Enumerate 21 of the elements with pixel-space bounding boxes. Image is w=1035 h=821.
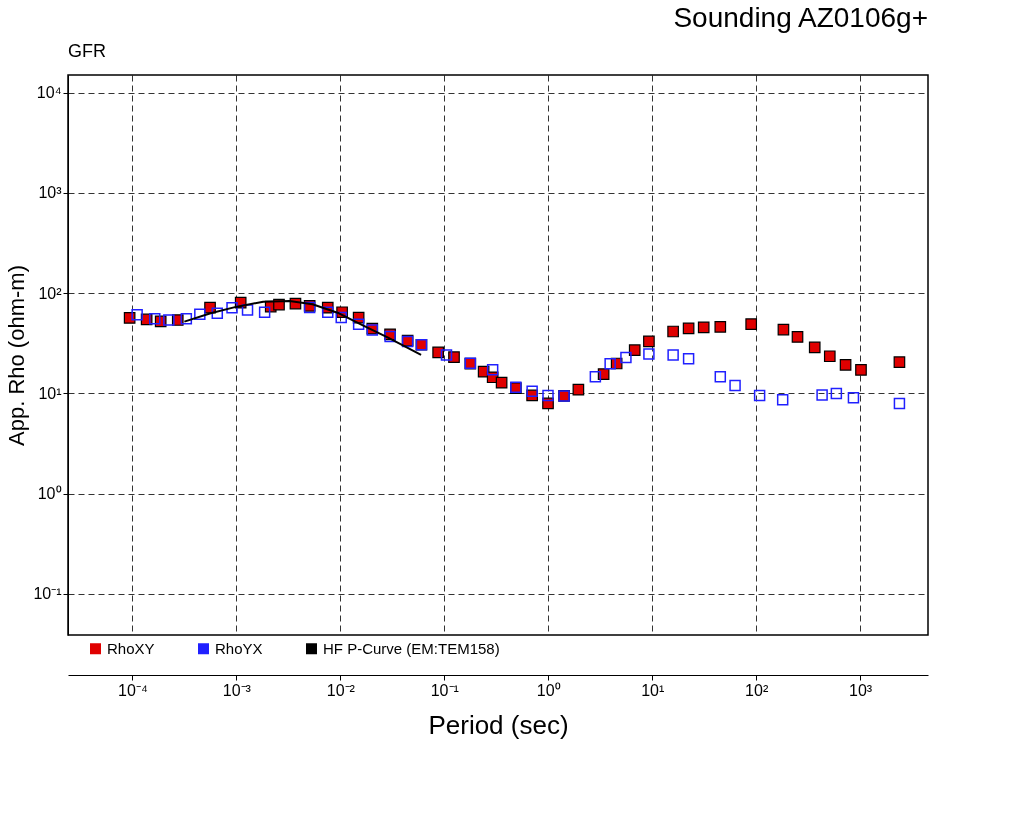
x-tick-label: 10⁰ — [536, 681, 561, 699]
x-tick-label: 10¹ — [641, 681, 665, 699]
x-tick-label: 10² — [745, 681, 769, 699]
x-tick-label: 10⁻¹ — [430, 681, 459, 699]
x-tick-label: 10⁻³ — [222, 681, 252, 699]
legend-label: HF P-Curve (EM:TEM158) — [323, 639, 500, 657]
y-tick-label: 10¹ — [38, 384, 62, 402]
x-tick-label: 10³ — [849, 681, 873, 699]
y-axis-title: App. Rho (ohm-m) — [4, 265, 30, 446]
text: GFR — [68, 41, 106, 61]
y-tick-label: 10³ — [38, 184, 63, 202]
chart-title: Sounding AZ0106g+ — [673, 2, 928, 33]
x-tick-label: 10⁻² — [326, 681, 356, 699]
y-tick-label: 10⁰ — [37, 485, 62, 503]
y-tick-label: 10⁻¹ — [33, 585, 62, 603]
y-tick-label: 10⁴ — [36, 84, 62, 102]
x-tick-label: 10⁻⁴ — [118, 681, 148, 699]
x-axis-title: Period (sec) — [428, 709, 569, 740]
legend-label: RhoYX — [215, 639, 263, 657]
legend-label: RhoXY — [107, 639, 155, 657]
y-tick-label: 10² — [38, 284, 63, 302]
